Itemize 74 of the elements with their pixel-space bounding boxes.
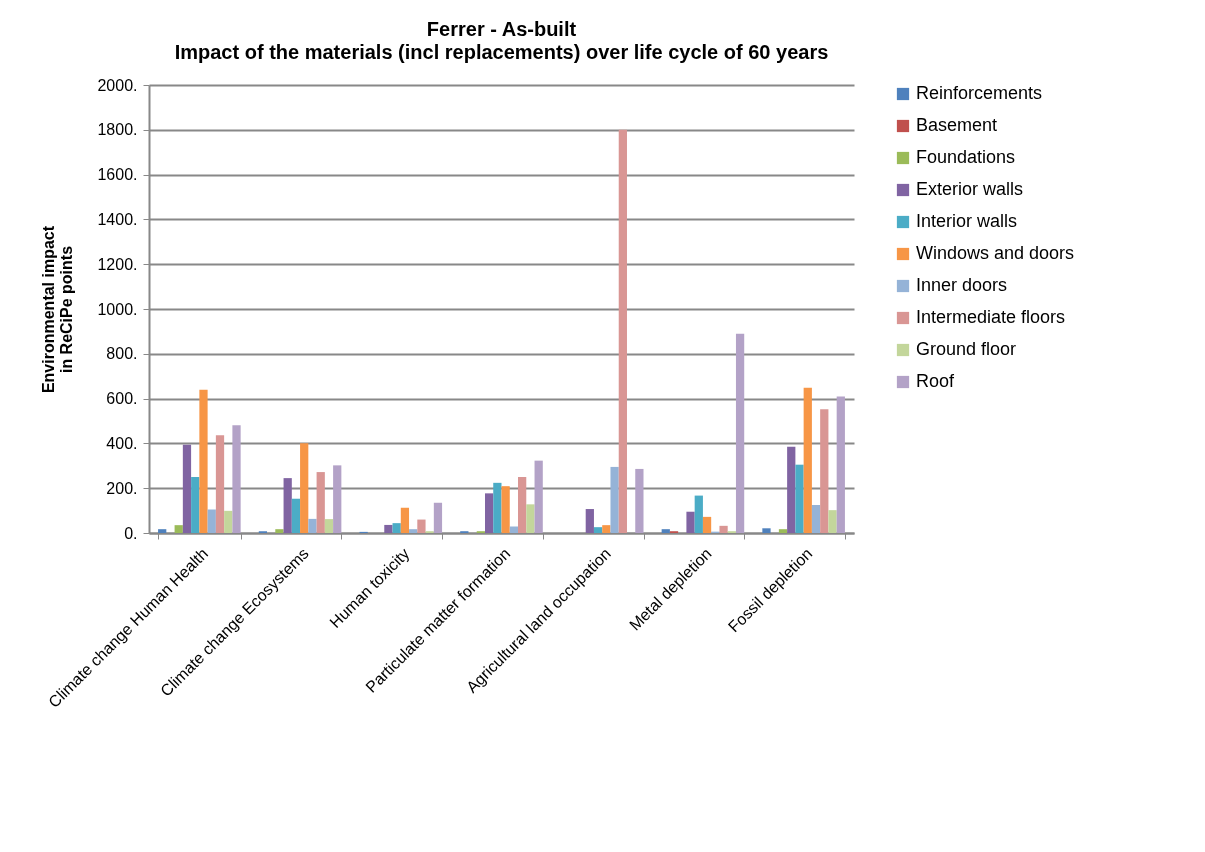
bar [484,493,494,533]
bar [400,507,410,533]
bar [702,516,712,533]
bar [803,387,812,533]
bar [207,509,216,533]
bar [518,477,527,533]
bar [232,425,241,533]
y-tick-label: 800. [106,345,138,363]
bar [384,524,393,533]
bar [409,529,418,533]
bar [811,505,821,533]
chart-subtitle: Impact of the materials (incl replacements) over life cycle of 60 years [174,41,829,63]
bar [199,389,208,533]
bar [661,529,670,533]
y-tick-label: 1200. [97,255,138,273]
bar [392,523,401,533]
y-tick-label: 400. [106,434,138,452]
bar [635,468,644,533]
legend-label: Windows and doors [916,243,1075,263]
bar [316,472,325,533]
bar [820,409,829,533]
y-tick-label: 200. [106,479,138,497]
bar [593,527,603,533]
y-tick-label: 1400. [97,210,138,228]
bar [836,396,845,533]
bar [158,529,167,533]
bar [778,529,788,533]
legend-label: Intermediate floors [916,307,1066,327]
bar [618,129,627,533]
bar [585,509,594,533]
y-axis-title: Environmental impact in ReCiPe points [40,225,76,394]
bar [300,443,309,533]
bar [182,444,192,533]
bar [174,525,183,533]
legend-label: Exterior walls [916,179,1024,199]
bar [686,511,695,533]
chart-title: Ferrer - As-built [426,18,577,40]
bar [291,498,301,533]
y-tick-label: 600. [106,390,138,408]
y-tick-label: 2000. [97,76,138,94]
legend-label: Reinforcements [916,83,1043,103]
legend-label: Foundations [916,147,1016,167]
bar [324,519,334,533]
legend-label: Basement [916,115,998,135]
legend-label: Interior walls [916,211,1018,231]
bar [534,460,543,533]
bar [719,525,728,533]
bar [828,510,837,533]
y-tick-label: 1800. [97,121,138,139]
bar [694,495,703,533]
bar [735,333,745,533]
bar [283,478,292,533]
bar [417,519,426,533]
bar [762,528,771,533]
bar [191,477,200,533]
bar [275,529,284,533]
legend-label: Inner doors [916,275,1008,295]
bar [787,446,796,533]
bar [333,465,342,533]
legend-label: Roof [916,371,956,391]
bar [602,525,611,533]
y-tick-label: 1600. [97,166,138,184]
y-tick-label: 0. [124,524,138,542]
legend-label: Ground floor [916,339,1017,359]
bar [610,466,619,533]
bar [215,435,225,533]
bar [501,486,510,533]
bar [224,510,233,533]
bar [433,502,443,533]
bar [526,504,535,533]
bar [308,518,317,533]
bar [493,482,502,533]
bar [795,464,804,533]
y-tick-label: 1000. [97,300,138,318]
